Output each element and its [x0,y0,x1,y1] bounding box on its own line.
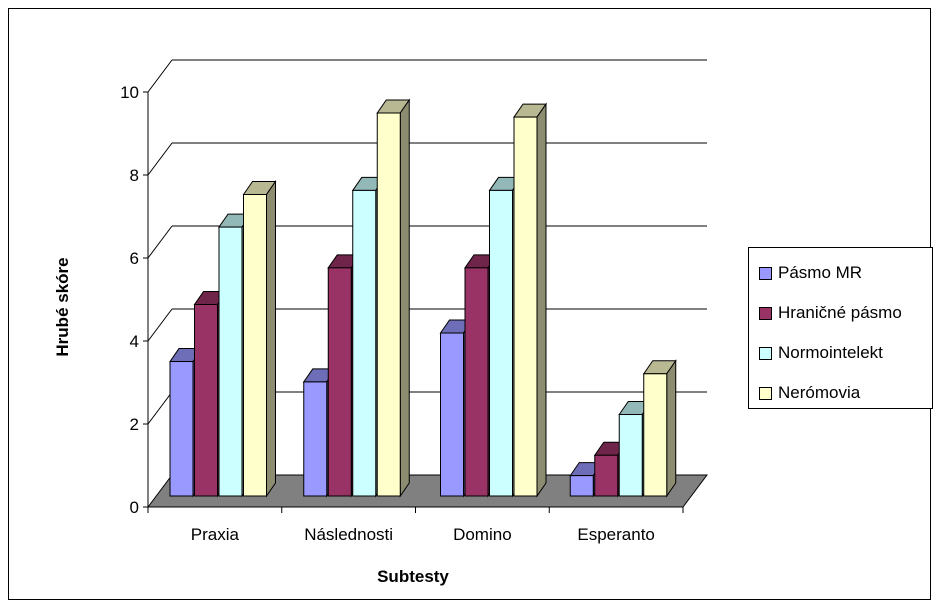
x-tick-label: Následnosti [304,525,393,544]
bar [642,359,677,498]
bar-front [218,226,243,497]
y-tick-label: 0 [130,498,139,517]
x-tick-label: Domino [453,525,512,544]
legend-item: Hraničné pásmo [759,302,902,324]
x-axis-title: Subtesty [377,567,449,586]
wall-gridline-diag [147,225,173,259]
bars-layer [169,98,677,498]
bar [513,102,547,498]
bar-front [376,112,401,497]
bar-front [352,189,377,497]
bar-front [464,267,489,497]
bar-side [666,359,677,498]
bar [376,98,411,498]
wall-gridline-diag [147,391,173,425]
y-tick-label: 2 [130,415,139,434]
y-tick-label: 6 [130,249,139,268]
y-tick-label: 4 [130,332,139,351]
bar-front [327,267,352,497]
bar [242,179,277,498]
bar-front [489,189,513,497]
axes: 0 2 4 6 8 10 Praxia Následnosti Domino Esperanto [120,83,684,544]
legend-label: Normointelekt [778,343,883,362]
legend-swatch [759,306,772,320]
chart-legend: Pásmo MR Hraničné pásmo Normointelekt Neróm… [748,247,933,409]
legend-swatch [759,386,772,400]
bar-front [513,116,538,497]
legend-item: Normointelekt [759,342,883,364]
legend-item: Pásmo MR [759,262,862,284]
y-tick-label: 8 [130,166,139,185]
legend-label: Pásmo MR [778,263,863,282]
bar-front [594,454,619,497]
bar-front [569,475,594,497]
bar-front [303,381,328,497]
y-tick-label: 10 [120,83,139,102]
bar-side [266,179,276,498]
legend-item: Nerómovia [759,382,860,404]
legend-swatch [759,266,772,280]
bar-side [536,102,547,498]
legend-label: Nerómovia [778,383,861,402]
legend-swatch [759,346,772,360]
legend-label: Hraničné pásmo [778,303,902,322]
bar-front [618,414,643,497]
bar-front [243,193,267,497]
wall-gridline-diag [147,308,173,342]
x-tick-label: Praxia [191,525,240,544]
bar-front [194,304,218,497]
x-tick-label: Esperanto [577,525,655,544]
bar-front [643,373,668,497]
y-axis-title: Hrubé skóre [53,257,72,356]
bar-side [399,98,410,498]
bar-front [169,361,194,497]
wall-gridline-diag [147,59,173,93]
bar-front [440,332,464,497]
wall-gridline-diag [147,142,173,176]
